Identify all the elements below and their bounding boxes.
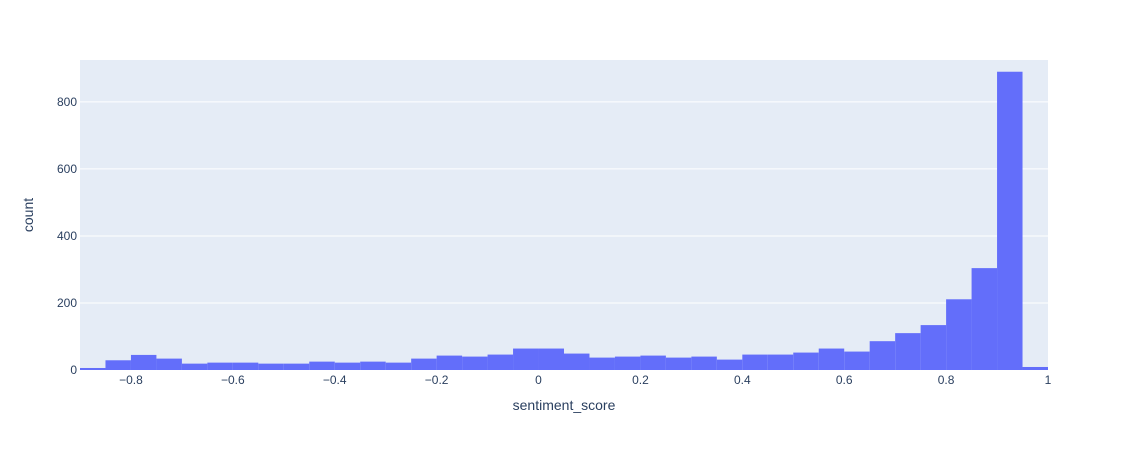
histogram-bar[interactable] <box>742 354 768 370</box>
y-axis-ticks: 0 200 400 600 800 <box>57 95 77 377</box>
histogram-bars[interactable] <box>80 71 1048 370</box>
x-tick-label: −0.4 <box>323 373 347 387</box>
histogram-bar[interactable] <box>716 359 743 370</box>
histogram-bar[interactable] <box>665 357 692 370</box>
x-axis-title: sentiment_score <box>513 397 616 413</box>
histogram-bar[interactable] <box>691 356 717 370</box>
histogram-bar[interactable] <box>869 341 896 370</box>
histogram-bar[interactable] <box>614 356 641 370</box>
histogram-bar[interactable] <box>640 355 666 370</box>
histogram-bar[interactable] <box>1022 366 1048 370</box>
plot-background <box>80 60 1048 370</box>
histogram-bar[interactable] <box>538 348 564 370</box>
histogram-bar[interactable] <box>462 356 488 370</box>
histogram-bar[interactable] <box>589 357 615 370</box>
x-tick-label: 0.2 <box>632 373 649 387</box>
x-tick-label: 0.6 <box>836 373 853 387</box>
histogram-bar[interactable] <box>309 361 335 370</box>
histogram-bar[interactable] <box>513 348 539 370</box>
histogram-bar[interactable] <box>105 360 131 370</box>
y-axis-title: count <box>20 198 36 232</box>
histogram-bar[interactable] <box>920 325 947 370</box>
histogram-bar[interactable] <box>793 352 819 370</box>
y-tick-label: 800 <box>57 95 77 109</box>
gridlines <box>80 101 1048 304</box>
x-tick-label: −0.2 <box>425 373 449 387</box>
x-tick-label: 0.4 <box>734 373 751 387</box>
x-tick-label: −0.8 <box>119 373 143 387</box>
histogram-bar[interactable] <box>334 362 361 370</box>
histogram-bar[interactable] <box>487 354 514 370</box>
histogram-bar[interactable] <box>411 358 437 370</box>
histogram-bar[interactable] <box>385 362 412 370</box>
histogram-bar[interactable] <box>181 363 208 370</box>
histogram-bar[interactable] <box>207 362 233 370</box>
histogram-bar[interactable] <box>360 361 386 370</box>
histogram-bar[interactable] <box>130 354 157 370</box>
histogram-bar[interactable] <box>283 363 310 370</box>
x-tick-label: 0.8 <box>938 373 955 387</box>
x-tick-label: 0 <box>535 373 542 387</box>
histogram-bar[interactable] <box>232 362 259 370</box>
histogram-bar[interactable] <box>258 363 284 370</box>
x-tick-label: −0.6 <box>221 373 245 387</box>
histogram-bar[interactable] <box>997 71 1023 370</box>
y-tick-label: 600 <box>57 162 77 176</box>
x-tick-label: 1 <box>1045 373 1052 387</box>
histogram-bar[interactable] <box>844 351 870 370</box>
histogram-bar[interactable] <box>895 333 921 370</box>
y-tick-label: 0 <box>70 363 77 377</box>
y-tick-label: 200 <box>57 296 77 310</box>
histogram-bar[interactable] <box>971 268 998 370</box>
y-tick-label: 400 <box>57 229 77 243</box>
histogram-bar[interactable] <box>818 348 845 370</box>
histogram-bar[interactable] <box>156 358 182 370</box>
x-axis-ticks: −0.8 −0.6 −0.4 −0.2 0 0.2 0.4 0.6 0.8 1 <box>119 373 1052 387</box>
histogram-bar[interactable] <box>767 354 794 370</box>
histogram-bar[interactable] <box>436 355 463 370</box>
histogram-bar[interactable] <box>80 367 106 370</box>
histogram-bar[interactable] <box>564 353 590 370</box>
histogram-bar[interactable] <box>946 299 972 370</box>
